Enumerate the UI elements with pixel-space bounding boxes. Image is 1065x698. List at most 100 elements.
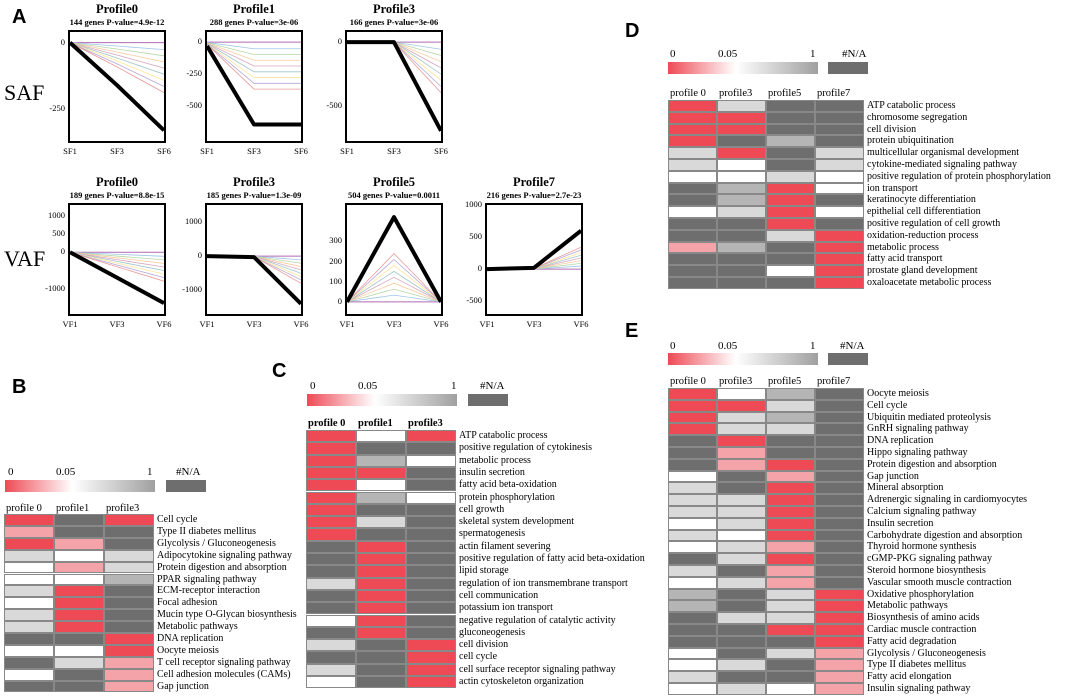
heatmap-row-label: Gap junction	[867, 470, 919, 482]
heatmap-cell	[717, 612, 766, 624]
x-tick-label: SF3	[110, 146, 124, 156]
heatmap-row-label: Protein digestion and absorption	[157, 561, 287, 573]
heatmap-row-label: positive regulation of protein phosphory…	[867, 170, 1051, 182]
heatmap-cell	[4, 680, 54, 693]
heatmap-cell	[306, 663, 356, 676]
y-tick-label: 0	[60, 36, 65, 47]
gene-line	[207, 44, 301, 90]
legend-label-0: 0	[310, 380, 316, 392]
x-tick-label: SF3	[247, 146, 261, 156]
heatmap-row-label: fatty acid transport	[867, 253, 943, 265]
profile-plot-box	[205, 30, 303, 143]
heatmap-cell	[668, 206, 717, 218]
gene-line	[70, 251, 164, 279]
legend-label-0: 0	[670, 340, 676, 352]
heatmap-row-label: oxidation-reduction process	[867, 229, 979, 241]
x-tick-label: VF6	[573, 319, 589, 329]
profile-trend-line	[487, 229, 581, 272]
heatmap-row-label: ATP catabolic process	[459, 430, 548, 441]
heatmap-row-label: Biosynthesis of amino acids	[867, 612, 980, 624]
heatmap-cell	[766, 447, 815, 459]
heatmap-row-label: Oocyte meiosis	[157, 644, 219, 656]
profile-title: Profile3	[232, 175, 276, 189]
heatmap-row-label: skeletal system development	[459, 516, 574, 528]
heatmap-cell	[54, 525, 104, 538]
heatmap-row-label: PPAR signaling pathway	[157, 573, 257, 585]
heatmap-row-label: Focal adhesion	[157, 597, 218, 609]
heatmap-cell	[766, 529, 815, 542]
heatmap-cell	[717, 399, 766, 412]
y-tick-label: 0	[60, 246, 65, 257]
heatmap-row-label: cytokine-mediated signaling pathway	[867, 159, 1017, 170]
heatmap-column-header: profile 0	[6, 503, 42, 514]
profile-subtitle: 166 genes P-value=3e-06	[349, 17, 439, 27]
heatmap-cell	[717, 647, 766, 660]
heatmap-cell	[356, 479, 406, 492]
heatmap-cell	[766, 100, 815, 112]
heatmap-cell	[815, 470, 864, 483]
legend-label-na: #N/A	[480, 380, 505, 392]
heatmap-cell	[306, 565, 356, 578]
heatmap-cell	[717, 600, 766, 613]
heatmap-cell	[668, 647, 717, 660]
heatmap-cell	[406, 602, 456, 615]
x-tick-label: VF1	[62, 319, 78, 329]
heatmap-row-label: ion transport	[867, 182, 918, 194]
heatmap-cell	[717, 458, 766, 471]
gene-line	[70, 42, 164, 51]
heatmap-cell	[766, 671, 815, 683]
heatmap-cell	[668, 470, 717, 483]
heatmap-cell	[356, 639, 406, 652]
profile-trend-line	[70, 250, 164, 305]
profile-plot-box	[485, 203, 583, 316]
heatmap-cell	[4, 656, 54, 669]
heatmap-cell	[356, 528, 406, 541]
heatmap-row-label: insulin secretion	[459, 466, 525, 478]
heatmap-cell	[815, 683, 864, 695]
heatmap-cell	[815, 135, 864, 148]
y-tick-label: -250	[186, 67, 202, 78]
gene-line	[207, 43, 301, 84]
legend-label-005: 0.05	[718, 48, 738, 60]
heatmap-cell	[406, 479, 456, 492]
heatmap-cell	[717, 170, 766, 183]
heatmap-row-label: keratinocyte differentiation	[867, 194, 976, 206]
heatmap-cell	[306, 602, 356, 615]
y-tick-label: 0	[477, 263, 482, 274]
heatmap-cell	[668, 388, 717, 400]
heatmap-cell	[815, 241, 864, 254]
gene-line	[70, 42, 164, 75]
x-tick-label: SF1	[200, 146, 214, 156]
heatmap-cell	[766, 482, 815, 495]
heatmap-column-header: profile3	[719, 88, 753, 99]
heatmap-cell	[406, 491, 456, 504]
gene-line	[347, 294, 441, 303]
heatmap-cell	[766, 253, 815, 266]
heatmap-cell	[815, 671, 864, 683]
legend-label-0: 0	[8, 466, 14, 478]
heatmap-cell	[766, 170, 815, 183]
heatmap-cell	[668, 435, 717, 447]
heatmap-cell	[766, 435, 815, 447]
heatmap-cell	[356, 466, 406, 480]
heatmap-cell	[668, 241, 717, 254]
heatmap-cell	[717, 194, 766, 207]
gene-line	[347, 288, 441, 303]
heatmap-cell	[306, 503, 356, 517]
heatmap-cell	[668, 111, 717, 124]
heatmap-cell	[4, 561, 54, 574]
heatmap-row-label: Vascular smooth muscle contraction	[867, 576, 1012, 588]
legend-na-swatch	[468, 394, 508, 406]
heatmap-cell	[306, 540, 356, 553]
profile-svg	[347, 215, 441, 303]
x-tick-label: VF3	[109, 319, 125, 329]
heatmap-cell	[815, 517, 864, 530]
heatmap-cell	[668, 671, 717, 683]
heatmap-cell	[406, 516, 456, 529]
heatmap-cell	[4, 644, 54, 657]
legend-gradient	[307, 394, 457, 406]
heatmap-cell	[356, 676, 406, 689]
profile-plot-box	[205, 203, 303, 316]
heatmap-cell	[766, 517, 815, 530]
heatmap-cell	[54, 644, 104, 657]
